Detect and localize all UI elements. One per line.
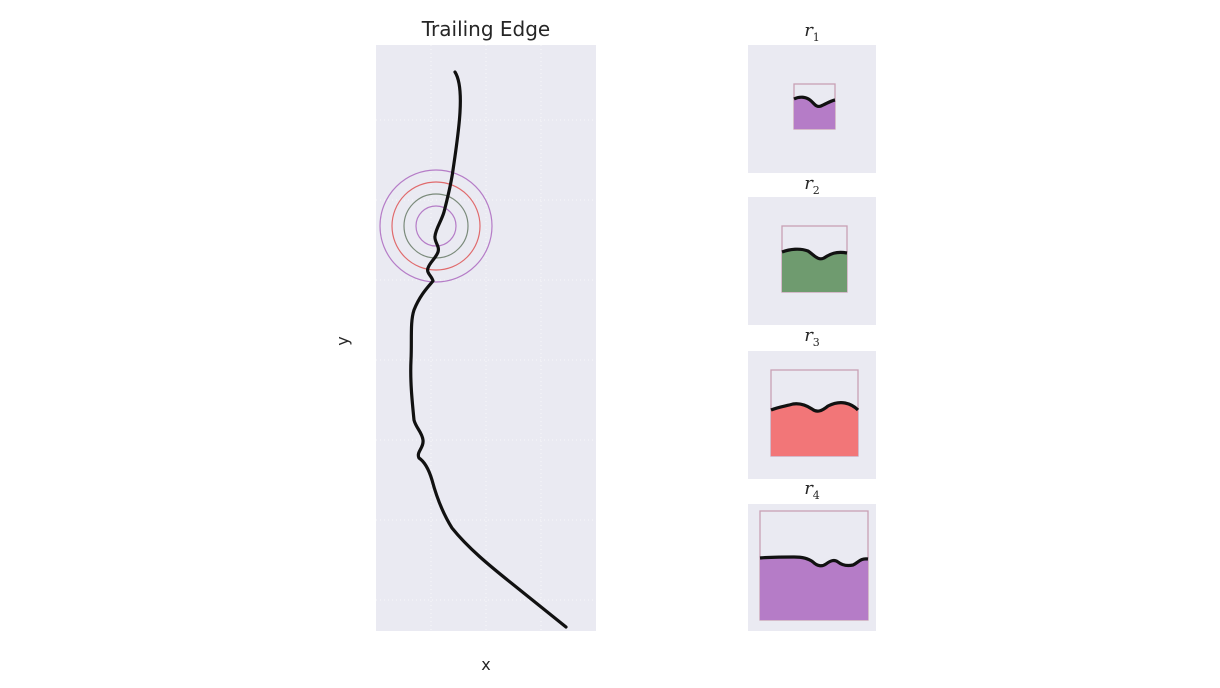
main-title: Trailing Edge bbox=[421, 17, 551, 41]
inset-r1: r1 bbox=[748, 20, 876, 173]
inset-r1-edge bbox=[793, 95, 836, 109]
inset-r2: r2 bbox=[748, 173, 876, 325]
inset-r4-fill bbox=[760, 557, 868, 620]
main-grid bbox=[376, 45, 596, 631]
inset-r3-edge bbox=[770, 401, 860, 413]
inset-r1-label: r1 bbox=[804, 20, 820, 44]
main-panel: Trailing Edge x y bbox=[333, 17, 596, 674]
inset-r2-edge bbox=[781, 247, 848, 261]
inset-r3-fill bbox=[771, 402, 858, 456]
inset-r2-label: r2 bbox=[804, 173, 820, 197]
inset-r4-edge bbox=[759, 555, 869, 568]
ring-r4 bbox=[379, 169, 493, 283]
ring-r3 bbox=[391, 181, 481, 271]
trailing-edge-curve bbox=[409, 70, 568, 629]
y-axis-label: y bbox=[333, 336, 352, 345]
inset-r3-label: r3 bbox=[804, 325, 820, 349]
inset-r4: r4 bbox=[748, 478, 876, 631]
inset-r3: r3 bbox=[748, 325, 876, 479]
main-plot-background bbox=[376, 45, 596, 631]
inset-r2-fill bbox=[782, 249, 847, 292]
inset-r4-label: r4 bbox=[804, 478, 820, 502]
x-axis-label: x bbox=[481, 655, 490, 674]
